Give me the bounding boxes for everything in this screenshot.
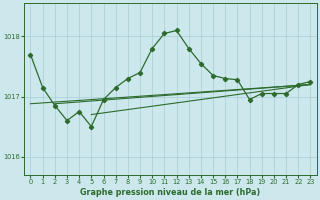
X-axis label: Graphe pression niveau de la mer (hPa): Graphe pression niveau de la mer (hPa) <box>80 188 260 197</box>
